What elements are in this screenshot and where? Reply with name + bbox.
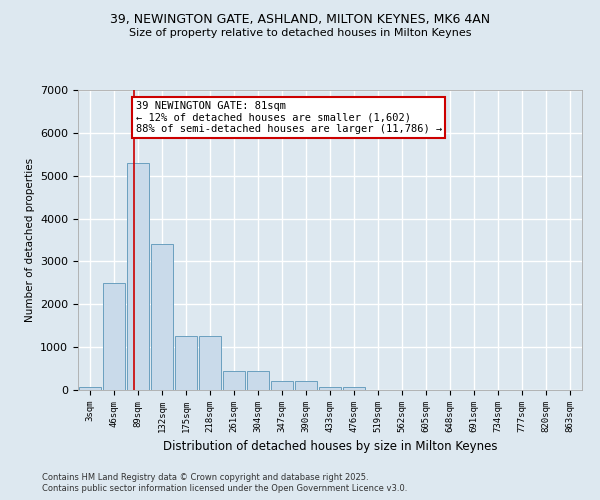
Bar: [199, 336, 221, 390]
Bar: [151, 244, 173, 390]
Bar: [127, 163, 149, 390]
Bar: [247, 370, 269, 390]
Bar: [103, 283, 125, 390]
Text: Size of property relative to detached houses in Milton Keynes: Size of property relative to detached ho…: [129, 28, 471, 38]
Text: Contains public sector information licensed under the Open Government Licence v3: Contains public sector information licen…: [42, 484, 407, 493]
Text: 39, NEWINGTON GATE, ASHLAND, MILTON KEYNES, MK6 4AN: 39, NEWINGTON GATE, ASHLAND, MILTON KEYN…: [110, 12, 490, 26]
Y-axis label: Number of detached properties: Number of detached properties: [25, 158, 35, 322]
Bar: [271, 382, 293, 390]
Text: 39 NEWINGTON GATE: 81sqm
← 12% of detached houses are smaller (1,602)
88% of sem: 39 NEWINGTON GATE: 81sqm ← 12% of detach…: [136, 100, 442, 134]
Bar: [175, 336, 197, 390]
Bar: [343, 388, 365, 390]
Text: Contains HM Land Registry data © Crown copyright and database right 2025.: Contains HM Land Registry data © Crown c…: [42, 472, 368, 482]
X-axis label: Distribution of detached houses by size in Milton Keynes: Distribution of detached houses by size …: [163, 440, 497, 454]
Bar: [79, 388, 101, 390]
Bar: [223, 370, 245, 390]
Bar: [319, 388, 341, 390]
Bar: [295, 382, 317, 390]
